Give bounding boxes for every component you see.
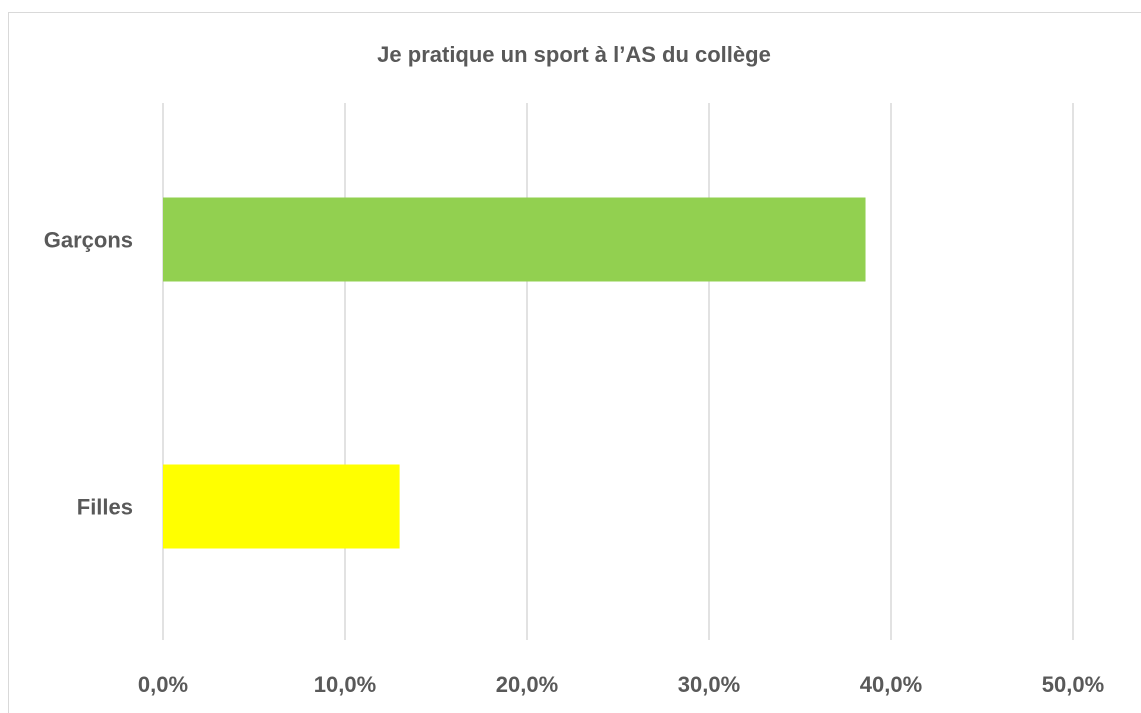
bar xyxy=(163,197,866,282)
y-tick-label: Garçons xyxy=(44,227,133,252)
bar xyxy=(163,464,400,549)
x-tick-label: 40,0% xyxy=(860,672,922,697)
x-tick-label: 30,0% xyxy=(678,672,740,697)
x-tick-label: 10,0% xyxy=(314,672,376,697)
x-tick-label: 20,0% xyxy=(496,672,558,697)
x-tick-label: 0,0% xyxy=(138,672,188,697)
chart-border xyxy=(8,12,1141,713)
x-tick-label: 50,0% xyxy=(1042,672,1104,697)
y-tick-label: Filles xyxy=(77,494,133,519)
chart-title: Je pratique un sport à l’AS du collège xyxy=(377,42,771,67)
